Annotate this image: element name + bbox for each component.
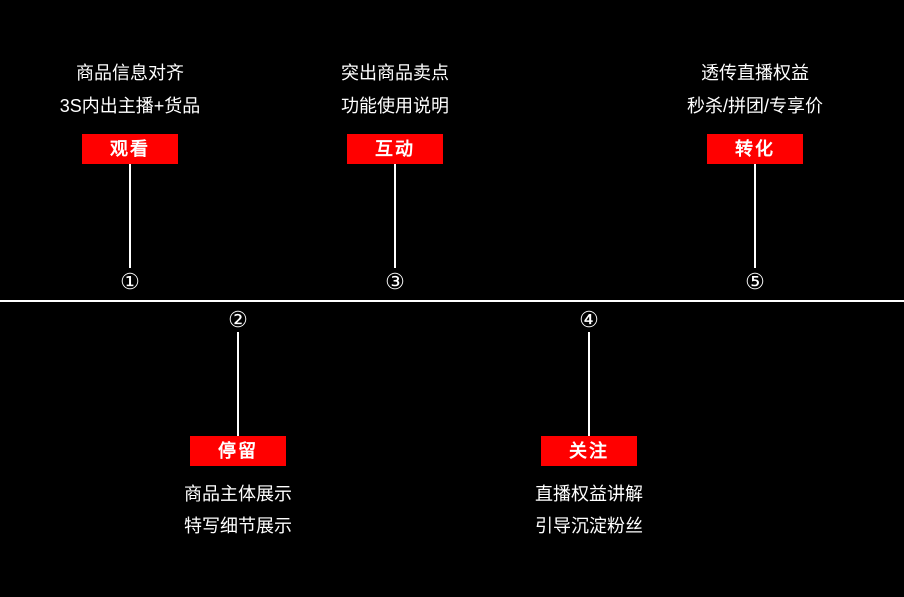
stage-tag-3: 互动 bbox=[347, 134, 443, 164]
connector-1 bbox=[129, 163, 131, 268]
stage-tag-4: 关注 bbox=[541, 436, 637, 466]
connector-2 bbox=[237, 332, 239, 437]
stage-desc-4: 直播权益讲解 引导沉淀粉丝 bbox=[535, 478, 643, 543]
timeline-axis bbox=[0, 300, 904, 302]
connector-3 bbox=[394, 163, 396, 268]
connector-5 bbox=[754, 163, 756, 268]
stage-tag-2: 停留 bbox=[190, 436, 286, 466]
step-number-1: ① bbox=[120, 269, 140, 295]
stage-tag-1: 观看 bbox=[82, 134, 178, 164]
step-number-3: ③ bbox=[385, 269, 405, 295]
step-number-4: ④ bbox=[579, 307, 599, 333]
stage-tag-5: 转化 bbox=[707, 134, 803, 164]
timeline-diagram: ① 观看 商品信息对齐 3S内出主播+货品 ② 停留商品主体展示 特写细节展示 ③ 互动 突出… bbox=[0, 0, 904, 597]
stage-desc-1: 商品信息对齐 3S内出主播+货品 bbox=[60, 57, 201, 122]
stage-desc-2: 商品主体展示 特写细节展示 bbox=[184, 478, 292, 543]
stage-desc-5: 透传直播权益 秒杀/拼团/专享价 bbox=[687, 57, 823, 122]
connector-4 bbox=[588, 332, 590, 437]
step-number-2: ② bbox=[228, 307, 248, 333]
stage-desc-3: 突出商品卖点 功能使用说明 bbox=[341, 57, 449, 122]
step-number-5: ⑤ bbox=[745, 269, 765, 295]
